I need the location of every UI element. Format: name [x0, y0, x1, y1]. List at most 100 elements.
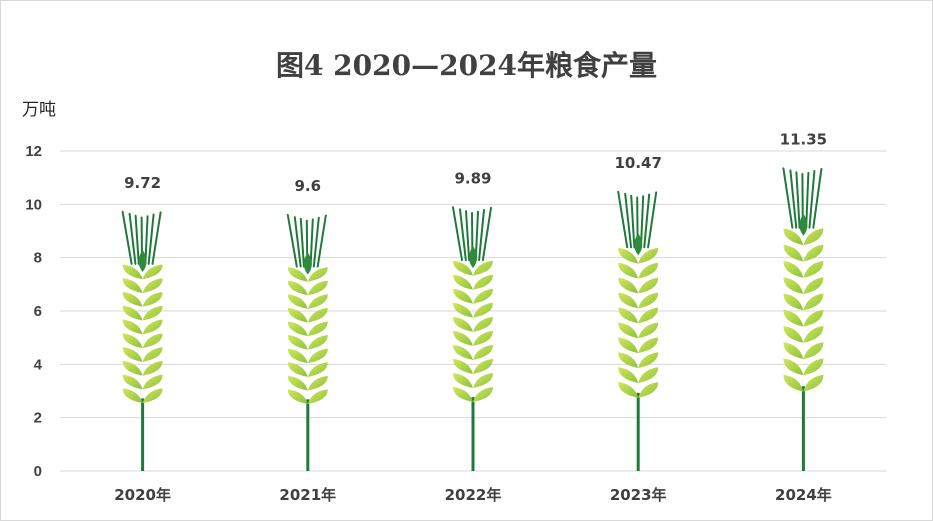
wheat-awn: [312, 216, 320, 268]
x-category-label: 2021年: [279, 486, 336, 504]
wheat-grain: [803, 244, 824, 262]
wheat-grain: [307, 307, 328, 323]
wheat-grain: [287, 321, 308, 337]
chart-title: 图4 2020—2024年粮食产量: [275, 49, 658, 82]
wheat-grain: [287, 307, 308, 323]
bar-2022年: [452, 206, 493, 471]
wheat-grain: [618, 367, 639, 383]
wheat-grain: [122, 264, 143, 280]
wheat-grain: [122, 374, 143, 390]
wheat-grain: [142, 264, 163, 280]
wheat-awn: [782, 167, 794, 229]
wheat-grain: [453, 260, 473, 276]
data-label: 11.35: [780, 130, 827, 148]
wheat-grain: [287, 375, 308, 391]
wheat-grain: [803, 293, 824, 311]
wheat-awn: [481, 206, 492, 262]
wheat-grain: [783, 244, 804, 262]
wheat-grain: [638, 247, 659, 264]
wheat-grain: [287, 335, 308, 350]
wheat-awn: [299, 217, 305, 268]
wheat-awn: [647, 191, 658, 249]
wheat-grain: [122, 278, 143, 293]
wheat-grain: [783, 342, 804, 360]
bar-2021年: [286, 214, 328, 471]
wheat-grain: [638, 277, 659, 294]
wheat-awn: [789, 169, 798, 229]
wheat-grain: [803, 325, 824, 343]
wheat-awn: [624, 192, 633, 249]
wheat-grain: [473, 330, 493, 346]
wheat-tip-grain: [799, 213, 808, 236]
wheat-stem: [801, 386, 805, 471]
wheat-grain: [122, 388, 143, 404]
wheat-grain: [783, 358, 804, 376]
x-category-label: 2024年: [775, 486, 832, 504]
wheat-grain: [307, 267, 328, 282]
wheat-grain: [142, 360, 163, 376]
wheat-grain: [142, 388, 163, 404]
wheat-grain: [122, 347, 143, 362]
wheat-grain: [803, 309, 824, 327]
wheat-grain: [803, 374, 824, 392]
wheat-grain: [142, 291, 163, 307]
wheat-awn: [474, 210, 479, 262]
wheat-stem: [636, 392, 640, 471]
wheat-awn: [147, 213, 155, 265]
y-tick-label: 12: [25, 143, 42, 160]
wheat-awn: [812, 167, 823, 229]
wheat-awn: [478, 208, 485, 262]
wheat-tip-grain: [634, 233, 643, 256]
wheat-grain: [638, 352, 659, 369]
wheat-grain: [142, 333, 163, 349]
wheat-grain: [142, 278, 163, 293]
wheat-grain: [453, 316, 473, 332]
wheat-grain: [618, 307, 639, 324]
wheat-awn: [134, 214, 140, 265]
wheat-grain: [122, 305, 143, 321]
wheat-grain: [122, 360, 143, 376]
wheat-grain: [307, 375, 328, 391]
wheat-grain: [803, 277, 824, 295]
wheat-grain: [783, 277, 804, 295]
wheat-awn: [293, 216, 302, 268]
wheat-grain: [803, 228, 824, 246]
wheat-grain: [142, 305, 163, 321]
y-axis-unit-label: 万吨: [22, 100, 56, 120]
wheat-grain: [618, 262, 639, 279]
wheat-grain: [473, 274, 493, 290]
wheat-stem: [471, 397, 475, 471]
wheat-grain: [473, 302, 493, 318]
wheat-grain: [453, 358, 473, 374]
wheat-grain: [287, 294, 308, 309]
wheat-grain: [803, 260, 824, 278]
x-category-label: 2023年: [610, 486, 667, 504]
wheat-awn: [630, 194, 636, 249]
wheat-grain: [453, 344, 473, 360]
wheat-grain: [638, 337, 659, 354]
data-label: 9.6: [295, 177, 322, 195]
wheat-grain: [783, 325, 804, 343]
wheat-grain: [783, 260, 804, 278]
wheat-stem: [141, 398, 145, 471]
wheat-grain: [618, 247, 639, 264]
wheat-grain: [453, 274, 473, 290]
wheat-grain: [618, 322, 639, 339]
wheat-awn: [151, 211, 162, 265]
wheat-grain: [618, 277, 639, 294]
wheat-grain: [287, 267, 308, 282]
wheat-grain: [287, 362, 308, 377]
wheat-grain: [307, 389, 328, 405]
wheat-awn: [452, 206, 463, 262]
wheat-awn: [459, 208, 467, 262]
wheat-grain: [307, 362, 328, 377]
wheat-grain: [618, 352, 639, 369]
wheat-grain: [122, 319, 143, 335]
wheat-grain: [638, 367, 659, 383]
wheat-tip-grain: [138, 249, 147, 272]
bar-2020年: [121, 210, 163, 471]
y-tick-label: 6: [34, 303, 42, 320]
data-label: 9.89: [454, 169, 491, 187]
data-label: 9.72: [124, 174, 161, 192]
